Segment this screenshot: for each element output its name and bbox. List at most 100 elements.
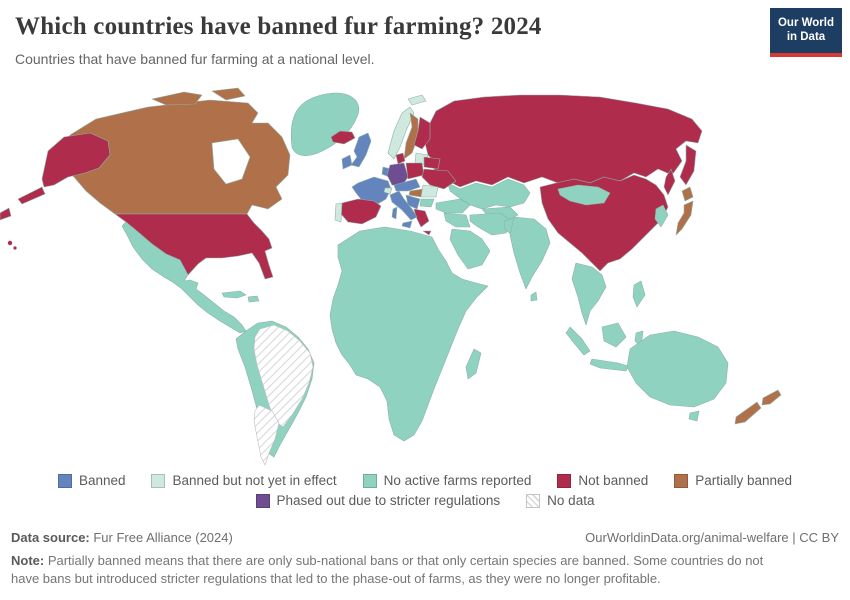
map-region-finland[interactable] [413, 116, 431, 150]
map-region-uk[interactable] [350, 132, 372, 168]
map-region-tasmania[interactable] [688, 410, 700, 422]
note-label: Note: [11, 553, 45, 568]
map-region-aleutians[interactable] [17, 186, 46, 205]
legend-item-partially_banned[interactable]: Partially banned [674, 473, 792, 488]
map-region-ukraine[interactable] [421, 168, 457, 190]
map-region-canada-arctic[interactable] [211, 87, 246, 101]
hudson-bay-water [211, 138, 251, 185]
map-region-sicily[interactable] [401, 220, 413, 229]
legend-swatch-banned [57, 473, 72, 488]
map-region-sardinia[interactable] [391, 206, 398, 220]
map-region-hawaii[interactable] [13, 246, 17, 250]
legend-row-2: Phased out due to stricter regulations No… [0, 493, 850, 508]
map-region-madagascar[interactable] [465, 348, 482, 380]
map-region-iceland[interactable] [330, 130, 356, 145]
map-region-indochina[interactable] [571, 262, 607, 326]
legend-item-banned[interactable]: Banned [57, 473, 126, 488]
map-region-hawaii[interactable] [7, 240, 13, 246]
map-region-alaska[interactable] [41, 132, 111, 188]
note-text: Partially banned means that there are on… [11, 553, 764, 587]
map-region-kamchatka[interactable] [679, 144, 697, 186]
map-region-argentina[interactable] [253, 404, 280, 466]
map-region-sakhalin[interactable] [663, 168, 676, 196]
map-region-africa-levant-bridge[interactable] [443, 212, 471, 228]
map-region-bulgaria[interactable] [419, 198, 435, 208]
map-region-france[interactable] [351, 176, 392, 206]
legend-label: Not banned [578, 473, 649, 488]
map-region-canada-arctic[interactable] [151, 91, 203, 106]
map-region-romania[interactable] [420, 184, 439, 198]
legend-row-1: Banned Banned but not yet in effect No act… [0, 473, 850, 488]
legend-label: Partially banned [695, 473, 793, 488]
chart-header: Which countries have banned fur farming?… [15, 12, 755, 67]
map-region-new-zealand-south[interactable] [734, 401, 762, 425]
map-region-india[interactable] [509, 216, 551, 290]
map-region-svalbard[interactable] [407, 94, 427, 106]
owid-logo-line1: Our World [777, 17, 834, 29]
data-source-text: Fur Free Alliance (2024) [89, 530, 233, 545]
map-region-borneo[interactable] [601, 322, 627, 348]
legend-item-no_active_farms[interactable]: No active farms reported [362, 473, 532, 488]
world-map [0, 86, 850, 474]
map-region-japan-hokkaido[interactable] [681, 186, 694, 202]
map-region-java[interactable] [589, 358, 629, 372]
legend-label: Banned but not yet in effect [172, 473, 337, 488]
owid-link[interactable]: OurWorldinData.org/animal-welfare | CC B… [585, 530, 839, 545]
map-region-kazakhstan[interactable] [447, 178, 531, 210]
map-region-sweden[interactable] [403, 112, 419, 160]
legend-item-not_banned[interactable]: Not banned [557, 473, 648, 488]
map-region-brazil[interactable] [253, 324, 314, 428]
owid-logo[interactable]: Our World in Data [770, 8, 842, 57]
map-region-poland[interactable] [405, 162, 425, 180]
legend-swatch-partially_banned [674, 473, 689, 488]
map-region-africa[interactable] [329, 226, 489, 442]
legend-item-no_data[interactable]: No data [526, 493, 594, 508]
legend-label: No active farms reported [383, 473, 532, 488]
map-region-arabia[interactable] [449, 228, 491, 270]
legend-swatch-phased_out [255, 493, 270, 508]
map-region-hispaniola[interactable] [247, 295, 260, 303]
legend-item-banned_not_yet[interactable]: Banned but not yet in effect [151, 473, 337, 488]
legend-swatch-no_data [526, 493, 541, 508]
legend-label: Banned [78, 473, 126, 488]
map-region-cuba[interactable] [221, 290, 247, 299]
map-region-philippines[interactable] [632, 280, 646, 308]
map-region-spain[interactable] [340, 198, 382, 225]
owid-logo-line2: in Data [786, 31, 826, 44]
map-region-turkey[interactable] [435, 198, 471, 214]
legend-label: No data [547, 493, 595, 508]
map-region-ireland[interactable] [341, 154, 353, 170]
map-region-greenland[interactable] [290, 92, 359, 156]
source-row: Data source: Fur Free Alliance (2024) Ou… [11, 530, 839, 545]
legend-swatch-banned_not_yet [151, 473, 166, 488]
map-region-japan-honshu[interactable] [675, 200, 694, 236]
map-region-new-zealand-north[interactable] [761, 389, 782, 406]
map-region-crete[interactable] [422, 230, 432, 236]
data-source-label: Data source: [11, 530, 90, 545]
page-title: Which countries have banned fur farming?… [15, 13, 542, 40]
map-region-greece[interactable] [413, 208, 430, 228]
legend-label: Phased out due to stricter regulations [276, 493, 501, 508]
map-region-sumatra[interactable] [565, 326, 591, 356]
map-region-switzerland[interactable] [383, 187, 393, 195]
map-region-australia[interactable] [626, 330, 729, 408]
map-region-russia[interactable] [423, 94, 703, 188]
map-region-italy[interactable] [389, 190, 418, 221]
map-legend: Banned Banned but not yet in effect No act… [0, 473, 850, 513]
legend-swatch-no_active_farms [362, 473, 377, 488]
map-region-mongolia[interactable] [557, 184, 611, 206]
map-region-portugal[interactable] [334, 202, 343, 223]
chart-note: Note: Partially banned means that there … [11, 552, 793, 588]
map-region-korea[interactable] [654, 204, 669, 228]
chart-footer: Data source: Fur Free Alliance (2024) Ou… [11, 530, 839, 588]
map-region-russia-east-sliver[interactable] [0, 207, 12, 221]
world-map-svg [0, 87, 782, 466]
map-region-denmark[interactable] [395, 152, 406, 165]
legend-item-phased_out[interactable]: Phased out due to stricter regulations [255, 493, 501, 508]
map-region-austria-czechia-slovakia[interactable] [393, 178, 421, 192]
map-region-iran[interactable] [469, 212, 513, 236]
map-region-sri-lanka[interactable] [530, 291, 538, 302]
legend-swatch-not_banned [557, 473, 572, 488]
map-region-belarus[interactable] [423, 156, 441, 170]
